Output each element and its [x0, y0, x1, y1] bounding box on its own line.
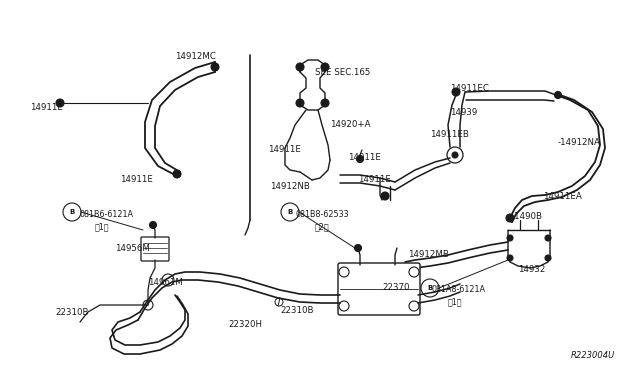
Text: 081B8-62533: 081B8-62533 [295, 210, 349, 219]
Text: 22310B: 22310B [55, 308, 88, 317]
Text: B: B [69, 209, 75, 215]
Text: 14939: 14939 [450, 108, 477, 117]
Circle shape [296, 63, 304, 71]
Text: 14911EB: 14911EB [430, 130, 469, 139]
Text: 14956M: 14956M [115, 244, 150, 253]
Circle shape [56, 99, 64, 107]
Text: 22370: 22370 [382, 283, 410, 292]
Circle shape [554, 92, 561, 99]
Text: 22320H: 22320H [228, 320, 262, 329]
Text: 14911E: 14911E [30, 103, 63, 112]
Text: 14932: 14932 [518, 265, 545, 274]
Text: 22310B: 22310B [280, 306, 314, 315]
Circle shape [355, 244, 362, 251]
Circle shape [296, 99, 304, 107]
Text: 081A8-6121A: 081A8-6121A [432, 285, 486, 294]
Text: 14911E: 14911E [268, 145, 301, 154]
Text: 14911EA: 14911EA [543, 192, 582, 201]
Text: （2）: （2） [315, 222, 330, 231]
Text: B: B [287, 209, 292, 215]
Circle shape [506, 214, 514, 222]
Text: B: B [428, 285, 433, 291]
Text: 14912MC: 14912MC [175, 52, 216, 61]
Text: R223004U: R223004U [571, 351, 615, 360]
Circle shape [321, 63, 329, 71]
Text: 14911E: 14911E [358, 175, 391, 184]
Circle shape [507, 235, 513, 241]
Circle shape [507, 255, 513, 261]
Circle shape [452, 88, 460, 96]
Circle shape [545, 255, 551, 261]
Circle shape [381, 192, 389, 200]
Circle shape [356, 155, 364, 163]
FancyBboxPatch shape [338, 263, 420, 315]
Circle shape [545, 235, 551, 241]
Circle shape [321, 99, 329, 107]
Circle shape [173, 170, 181, 178]
Text: 14912NB: 14912NB [270, 182, 310, 191]
Circle shape [211, 63, 219, 71]
Text: （1）: （1） [95, 222, 109, 231]
Text: 14961M: 14961M [148, 278, 183, 287]
Text: 14911E: 14911E [120, 175, 153, 184]
Text: 14911EC: 14911EC [450, 84, 489, 93]
Text: 14911E: 14911E [348, 153, 381, 162]
Text: -1490B: -1490B [512, 212, 543, 221]
Circle shape [452, 152, 458, 158]
FancyBboxPatch shape [141, 237, 169, 261]
Text: SEE SEC.165: SEE SEC.165 [315, 68, 371, 77]
Text: -14912NA: -14912NA [558, 138, 601, 147]
Text: （1）: （1） [448, 297, 463, 306]
Text: 081B6-6121A: 081B6-6121A [80, 210, 134, 219]
Text: 14920+A: 14920+A [330, 120, 371, 129]
Text: 14912MB: 14912MB [408, 250, 449, 259]
Circle shape [150, 221, 157, 228]
